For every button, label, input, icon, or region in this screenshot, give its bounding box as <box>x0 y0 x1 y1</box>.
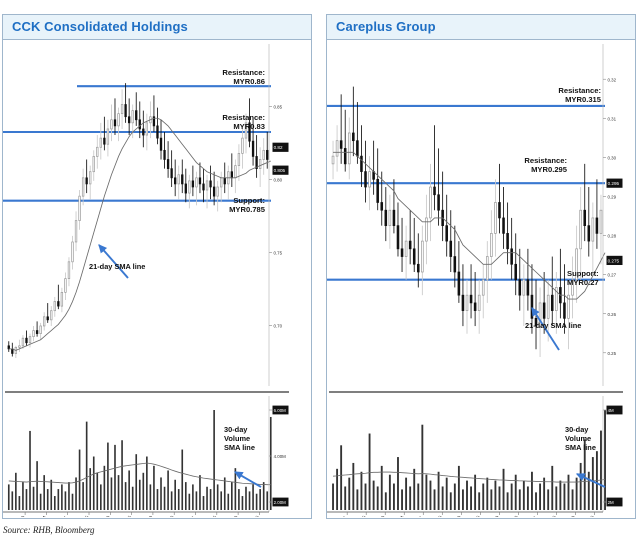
annotation-sma-21-day: 21-day SMA line <box>525 321 582 330</box>
svg-text:Nov 30: Nov 30 <box>227 515 240 517</box>
svg-text:0.32: 0.32 <box>608 77 617 82</box>
svg-text:0.29: 0.29 <box>608 195 617 200</box>
svg-text:0.85: 0.85 <box>274 105 283 110</box>
source-note: Source: RHB, Bloomberg <box>3 525 95 535</box>
svg-text:Jun 30: Jun 30 <box>15 515 27 517</box>
annotation-volume-sma-30-day: 30-day Volume SMA line <box>565 425 596 453</box>
panel-cck-title: CCK Consolidated Holdings <box>12 19 188 34</box>
svg-text:Sep 29: Sep 29 <box>488 515 501 517</box>
svg-text:Jul 31: Jul 31 <box>58 515 70 517</box>
svg-text:Jul 14: Jul 14 <box>395 515 407 517</box>
svg-text:Jul 31: Jul 31 <box>414 515 426 517</box>
annotation-resistance-0315: Resistance: MYR0.315 <box>558 86 601 105</box>
svg-text:Dec 15: Dec 15 <box>249 515 262 517</box>
svg-text:0.31: 0.31 <box>608 116 617 121</box>
panel-careplus-chartbox: 0.32 0.31 0.30 0.29 0.28 0.27 0.26 0.25 0.295 0.2… <box>326 40 636 519</box>
svg-text:0.75: 0.75 <box>274 251 283 256</box>
svg-text:Sep 15: Sep 15 <box>121 515 134 517</box>
svg-text:0.80: 0.80 <box>274 178 283 183</box>
svg-text:0.27: 0.27 <box>608 273 617 278</box>
svg-text:Aug 30: Aug 30 <box>99 515 112 517</box>
svg-text:Aug 30: Aug 30 <box>450 515 463 517</box>
svg-text:4M: 4M <box>608 408 614 413</box>
svg-text:Nov 15: Nov 15 <box>206 515 219 517</box>
panel-cck-chartbox: 0.85 0.80 0.75 0.70 0.82 0.805 6.00M 4.00M 2.00M… <box>2 40 312 519</box>
panel-careplus-title: Careplus Group <box>336 19 436 34</box>
panel-careplus: Careplus Group 0.32 0.31 0.30 0.29 0.28 0.27 0… <box>326 14 636 519</box>
svg-text:Oct 16: Oct 16 <box>508 515 520 517</box>
panel-careplus-plot: 0.32 0.31 0.30 0.29 0.28 0.27 0.26 0.25 0.295 0.2… <box>327 40 635 518</box>
annotation-volume-sma-30-day: 30-day Volume SMA line <box>224 425 255 453</box>
svg-text:0.805: 0.805 <box>274 168 286 173</box>
svg-text:Aug 15: Aug 15 <box>78 515 91 517</box>
svg-text:0.28: 0.28 <box>608 234 617 239</box>
svg-text:Dec 15: Dec 15 <box>584 515 597 517</box>
svg-text:0.82: 0.82 <box>274 145 283 150</box>
svg-text:0.70: 0.70 <box>274 324 283 329</box>
svg-text:0.26: 0.26 <box>608 312 617 317</box>
svg-text:Jun 15: Jun 15 <box>356 515 368 517</box>
annotation-resistance-086: Resistance: MYR0.86 <box>222 68 265 87</box>
svg-text:Oct 16: Oct 16 <box>164 515 176 517</box>
svg-text:0.295: 0.295 <box>608 181 620 186</box>
svg-text:0.275: 0.275 <box>608 258 620 263</box>
svg-text:Nov 30: Nov 30 <box>565 515 578 517</box>
annotation-resistance-083: Resistance: MYR0.83 <box>222 113 265 132</box>
panel-careplus-titlebar: Careplus Group <box>326 14 636 40</box>
svg-text:6.00M: 6.00M <box>274 408 287 413</box>
svg-text:Sep 15: Sep 15 <box>469 515 482 517</box>
svg-text:Jun 30: Jun 30 <box>375 515 387 517</box>
annotation-sma-21-day: 21-day SMA line <box>89 262 146 271</box>
panel-cck-titlebar: CCK Consolidated Holdings <box>2 14 312 40</box>
svg-text:2.00M: 2.00M <box>274 500 287 505</box>
svg-text:Jul 14: Jul 14 <box>37 515 49 517</box>
svg-text:Oct 31: Oct 31 <box>527 515 539 517</box>
svg-text:Aug 15: Aug 15 <box>431 515 444 517</box>
panel-cck: CCK Consolidated Holdings 0.85 0.80 0.75 0.… <box>2 14 312 519</box>
svg-text:0.25: 0.25 <box>608 351 617 356</box>
svg-text:4.00M: 4.00M <box>274 454 287 459</box>
svg-text:Oct 31: Oct 31 <box>185 515 197 517</box>
annotation-support-0785: Support: MYR0.785 <box>229 196 265 215</box>
annotation-resistance-0295: Resistance: MYR0.295 <box>524 156 567 175</box>
svg-text:Nov 15: Nov 15 <box>546 515 559 517</box>
panel-cck-plot: 0.85 0.80 0.75 0.70 0.82 0.805 6.00M 4.00M 2.00M… <box>3 40 311 518</box>
annotation-support-027: Support: MYR0.27 <box>567 269 599 288</box>
svg-text:May 31: May 31 <box>336 515 349 517</box>
svg-text:2M: 2M <box>608 500 614 505</box>
svg-text:Sep 29: Sep 29 <box>142 515 155 517</box>
svg-text:0.30: 0.30 <box>608 155 617 160</box>
